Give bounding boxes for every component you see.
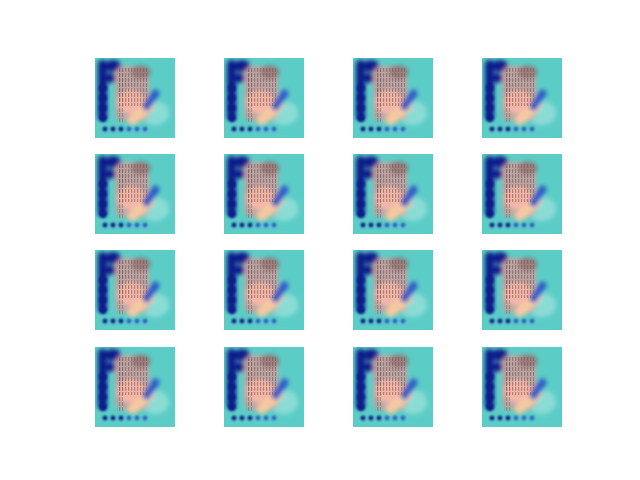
image-tile (482, 347, 562, 427)
image-tile (224, 250, 304, 330)
image-tile (224, 154, 304, 234)
image-tile (482, 154, 562, 234)
image-tile (482, 250, 562, 330)
image-tile (95, 250, 175, 330)
image-tile (95, 58, 175, 138)
image-tile (95, 347, 175, 427)
image-tile (482, 58, 562, 138)
image-tile (224, 58, 304, 138)
image-tile (95, 154, 175, 234)
image-tiles-grid (95, 58, 562, 427)
image-tile (353, 154, 433, 234)
image-tile (353, 347, 433, 427)
image-tile (353, 58, 433, 138)
image-tile (353, 250, 433, 330)
image-tile (224, 347, 304, 427)
